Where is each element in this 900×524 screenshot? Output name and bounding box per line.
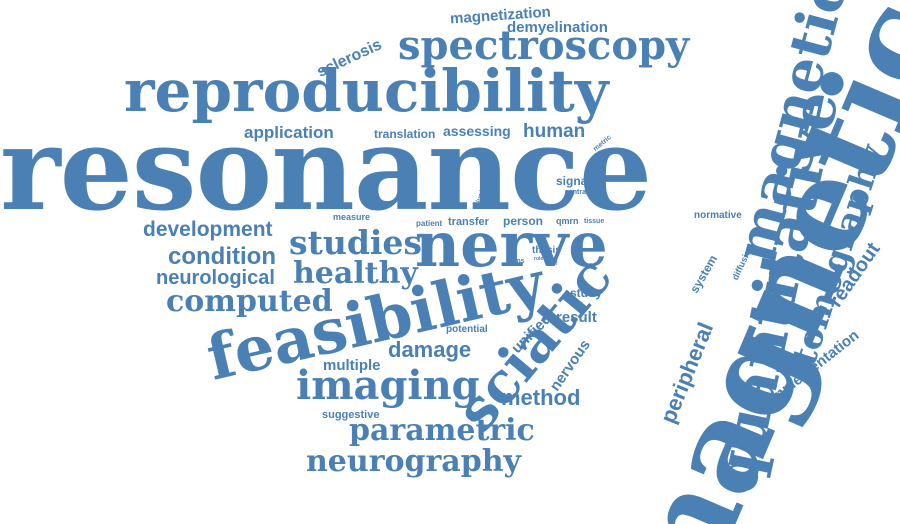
- word-role: role: [534, 256, 544, 262]
- word-tissue: tissue: [584, 218, 605, 225]
- word-neurography: neurography: [306, 444, 521, 479]
- word-excel: excel: [545, 261, 558, 267]
- word-computed: computed: [166, 284, 333, 319]
- word-resonance: resonance: [0, 102, 652, 237]
- word-demyelination: demyelination: [507, 19, 608, 36]
- word-assessing: assessing: [443, 123, 511, 139]
- word-signal: signal: [556, 174, 591, 188]
- word-method: method: [501, 385, 581, 410]
- word-studies: studies: [289, 223, 422, 262]
- word-imaging: imaging: [296, 362, 480, 409]
- word-study: study: [570, 286, 603, 300]
- word-application: application: [244, 123, 334, 142]
- word-nerve: nerve: [415, 208, 608, 281]
- word-rrms: rrms: [509, 258, 525, 265]
- word-spectroscopy: spectroscopy: [398, 22, 690, 69]
- word-patient: patient: [416, 219, 443, 228]
- word-thesis: thesis: [532, 245, 561, 256]
- word-human: human: [523, 121, 586, 142]
- word-suggestive: suggestive: [322, 409, 380, 421]
- word-measure: measure: [333, 212, 371, 222]
- word-transfer: transfer: [448, 216, 489, 228]
- word-potential: potential: [446, 324, 488, 335]
- word-development: development: [143, 218, 273, 241]
- word-qmrn: qmrn: [556, 216, 579, 226]
- word-result: result: [556, 309, 597, 326]
- word-neurological: neurological: [156, 267, 275, 289]
- word-reproducibility: reproducibility: [124, 57, 609, 125]
- word-damage: damage: [388, 337, 472, 362]
- word-translation: translation: [374, 127, 436, 141]
- word-parametric: parametric: [349, 413, 535, 448]
- word-healthy: healthy: [293, 256, 418, 291]
- word-normative: normative: [694, 210, 742, 221]
- word-person: person: [503, 214, 544, 228]
- word-central: central: [565, 189, 588, 196]
- word-condition: condition: [168, 243, 276, 270]
- word-multiple: multiple: [323, 357, 381, 374]
